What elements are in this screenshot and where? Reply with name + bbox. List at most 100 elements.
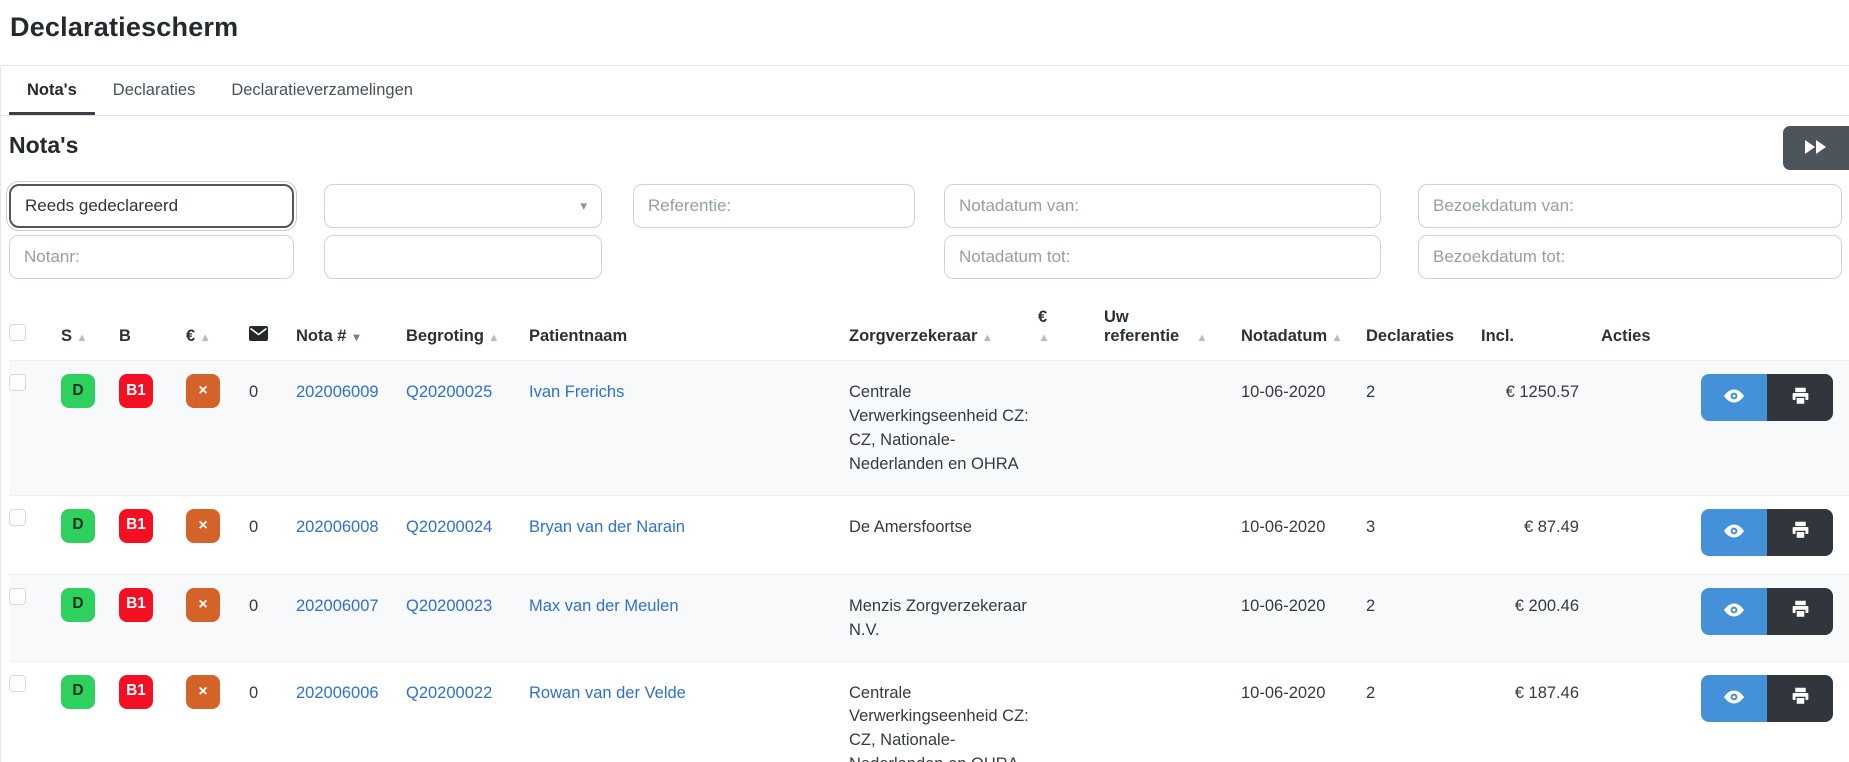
- extra-filter-input[interactable]: [324, 235, 602, 279]
- bezoekdatum-van-input[interactable]: [1418, 184, 1842, 228]
- begroting-link[interactable]: Q20200022: [406, 683, 493, 702]
- table-body: D B1 × 0 202006009 Q20200025 Ivan Freric…: [9, 360, 1849, 762]
- notadatum-tot-input[interactable]: [944, 235, 1381, 279]
- table-row: D B1 × 0 202006006 Q20200022 Rowan van d…: [9, 661, 1849, 762]
- nota-link[interactable]: 202006009: [296, 383, 379, 401]
- euro-value: [1038, 574, 1104, 661]
- eye-icon: [1722, 685, 1746, 712]
- nota-link[interactable]: 202006007: [296, 596, 379, 615]
- envelope-icon: [249, 326, 268, 345]
- begroting-link[interactable]: Q20200023: [406, 596, 493, 615]
- euro-x-badge[interactable]: ×: [186, 587, 220, 622]
- mail-count: 0: [249, 383, 259, 401]
- col-header-uw-referentie[interactable]: Uw referentie ▴: [1104, 308, 1206, 345]
- print-button[interactable]: [1767, 374, 1833, 421]
- notadatum-value: 10-06-2020: [1241, 517, 1326, 536]
- incl-amount: € 200.46: [1514, 596, 1579, 615]
- print-button[interactable]: [1767, 674, 1833, 722]
- row-checkbox[interactable]: [9, 374, 26, 391]
- status-badge[interactable]: D: [61, 587, 95, 622]
- row-checkbox[interactable]: [9, 587, 26, 605]
- referentie-input[interactable]: [633, 184, 915, 228]
- notas-table: S ▴ B € ▴ Nota # ▾ Begroting ▴ Patientnaam Z…: [9, 300, 1849, 762]
- sort-up-icon: ▴: [202, 330, 209, 344]
- insurer-text: Centrale Verwerkingseenheid CZ: CZ, Nati…: [849, 383, 1029, 473]
- notadatum-van-input[interactable]: [944, 184, 1381, 228]
- col-header-patient[interactable]: Patientnaam: [529, 327, 628, 345]
- status-badge[interactable]: D: [61, 674, 95, 709]
- patient-link[interactable]: Bryan van der Narain: [529, 517, 685, 536]
- notadatum-value: 10-06-2020: [1241, 683, 1326, 702]
- col-header-notadatum[interactable]: Notadatum ▴: [1241, 327, 1341, 345]
- col-header-mail[interactable]: [249, 300, 296, 361]
- view-button[interactable]: [1701, 374, 1767, 421]
- col-header-s[interactable]: S ▴: [61, 327, 86, 345]
- euro-value: [1038, 361, 1104, 496]
- col-header-nota[interactable]: Nota # ▾: [296, 327, 360, 345]
- declaraties-count: 2: [1366, 683, 1376, 702]
- col-header-b[interactable]: B: [119, 327, 131, 345]
- view-button[interactable]: [1701, 674, 1767, 722]
- sort-up-icon: ▴: [984, 330, 991, 344]
- fast-forward-icon: [1803, 139, 1829, 158]
- view-button[interactable]: [1701, 587, 1767, 635]
- view-button[interactable]: [1701, 508, 1767, 556]
- tab-declaratieverzamelingen[interactable]: Declaratieverzamelingen: [231, 81, 413, 99]
- euro-value: [1038, 495, 1104, 574]
- begroting-link[interactable]: Q20200024: [406, 517, 493, 536]
- notanr-input[interactable]: [9, 235, 294, 279]
- table-row: D B1 × 0 202006008 Q20200024 Bryan van d…: [9, 495, 1849, 574]
- section-title: Nota's: [9, 132, 79, 158]
- fast-forward-button[interactable]: [1783, 126, 1849, 170]
- eye-icon: [1722, 519, 1746, 546]
- declaraties-count: 2: [1366, 596, 1376, 615]
- table-row: D B1 × 0 202006007 Q20200023 Max van der…: [9, 574, 1849, 662]
- col-header-euro[interactable]: € ▴: [186, 327, 209, 345]
- mail-count: 0: [249, 517, 259, 536]
- incl-amount: € 87.49: [1523, 517, 1579, 536]
- status-badge[interactable]: D: [61, 508, 95, 543]
- sort-down-icon: ▾: [353, 330, 360, 344]
- col-header-euro2[interactable]: € ▴: [1038, 308, 1048, 344]
- print-button[interactable]: [1767, 508, 1833, 556]
- b1-badge[interactable]: B1: [119, 508, 153, 543]
- patient-link[interactable]: Rowan van der Velde: [529, 683, 686, 702]
- filter-select[interactable]: ▾: [324, 184, 602, 228]
- b1-badge[interactable]: B1: [119, 674, 153, 709]
- col-header-begroting[interactable]: Begroting ▴: [406, 327, 497, 345]
- mail-count: 0: [249, 596, 259, 615]
- euro-x-badge[interactable]: ×: [186, 508, 220, 543]
- sort-up-icon: ▴: [1199, 330, 1206, 344]
- nota-link[interactable]: 202006008: [296, 517, 379, 536]
- begroting-link[interactable]: Q20200025: [406, 383, 493, 401]
- b1-badge[interactable]: B1: [119, 587, 153, 622]
- declaraties-count: 2: [1366, 383, 1376, 401]
- eye-icon: [1722, 598, 1746, 625]
- row-checkbox[interactable]: [9, 674, 26, 692]
- tab-declaraties[interactable]: Declaraties: [112, 81, 196, 99]
- status-filter-input[interactable]: [6, 181, 297, 231]
- sort-up-icon: ▴: [79, 330, 86, 344]
- row-checkbox[interactable]: [9, 508, 26, 526]
- patient-link[interactable]: Ivan Frerichs: [529, 383, 625, 401]
- col-header-insurer[interactable]: Zorgverzekeraar ▴: [849, 327, 991, 345]
- notadatum-value: 10-06-2020: [1241, 596, 1326, 615]
- tab-bar: Nota's Declaraties Declaratieverzameling…: [1, 66, 1849, 116]
- bezoekdatum-tot-input[interactable]: [1418, 235, 1842, 279]
- euro-x-badge[interactable]: ×: [186, 674, 220, 709]
- b1-badge[interactable]: B1: [119, 374, 153, 408]
- chevron-down-icon: ▾: [580, 198, 587, 213]
- sort-up-icon: ▴: [490, 330, 497, 344]
- status-badge[interactable]: D: [61, 374, 95, 408]
- tab-notas[interactable]: Nota's: [9, 66, 95, 115]
- print-button[interactable]: [1767, 587, 1833, 635]
- patient-link[interactable]: Max van der Meulen: [529, 596, 679, 615]
- nota-link[interactable]: 202006006: [296, 683, 379, 702]
- incl-amount: € 1250.57: [1505, 383, 1579, 401]
- uw-referentie-value: [1104, 661, 1241, 762]
- uw-referentie-value: [1104, 361, 1241, 496]
- uw-referentie-value: [1104, 495, 1241, 574]
- select-all-checkbox[interactable]: [9, 324, 26, 341]
- col-header-incl: Incl.: [1481, 327, 1515, 345]
- euro-x-badge[interactable]: ×: [186, 374, 220, 408]
